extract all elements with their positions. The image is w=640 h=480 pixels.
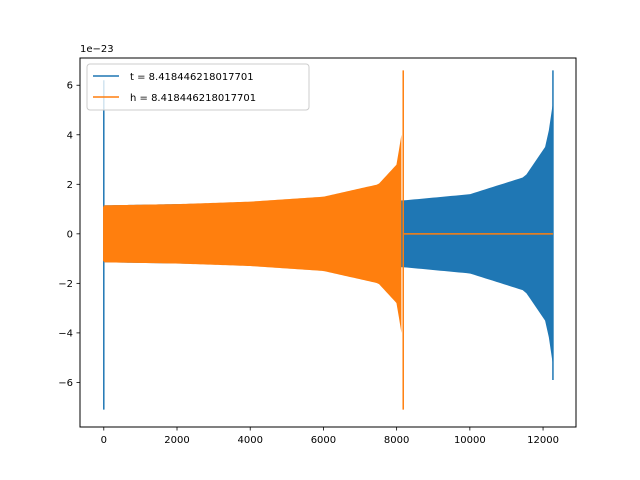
y-tick-label: 0: [67, 229, 73, 240]
legend-label-t: t = 8.418446218017701: [130, 72, 254, 83]
legend: t = 8.418446218017701 h = 8.418446218017…: [86, 63, 310, 111]
y-axis-ticks: −6 −4 −2 0 2 4 6: [58, 81, 80, 389]
series-h-band: [103, 134, 402, 333]
x-tick-label: 12000: [527, 435, 559, 446]
x-tick-label: 2000: [164, 435, 189, 446]
y-tick-label: −6: [58, 378, 73, 389]
y-tick-label: −4: [58, 328, 73, 339]
y-offset-text: 1e−23: [80, 44, 114, 55]
y-tick-label: 6: [67, 81, 73, 92]
x-tick-label: 0: [101, 435, 107, 446]
axes-frame: [79, 57, 577, 428]
x-tick-label: 8000: [384, 435, 409, 446]
legend-label-h: h = 8.418446218017701: [130, 93, 256, 104]
x-tick-label: 10000: [454, 435, 486, 446]
x-tick-label: 4000: [237, 435, 262, 446]
y-tick-label: 2: [67, 180, 73, 191]
y-tick-label: 4: [67, 130, 73, 141]
x-tick-label: 6000: [311, 435, 336, 446]
y-tick-label: −2: [58, 279, 73, 290]
legend-box: [86, 63, 310, 111]
plot-area: [103, 70, 554, 410]
x-axis-ticks: 0 2000 4000 6000 8000 10000 12000: [101, 427, 559, 446]
